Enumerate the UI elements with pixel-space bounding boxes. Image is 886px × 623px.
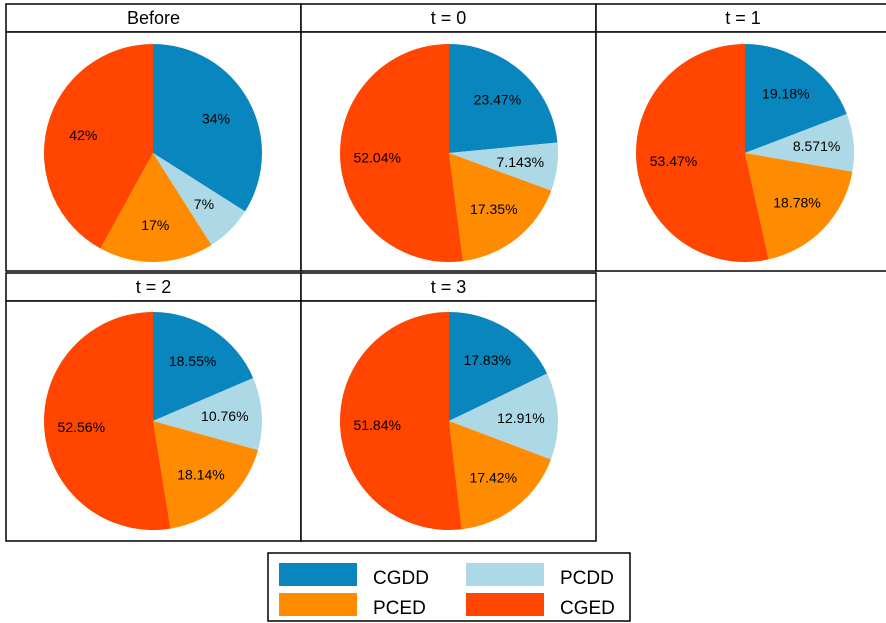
slice-value-label: 17%: [141, 217, 169, 233]
panel-title-box: [300, 272, 597, 302]
slice-value-label: 17.35%: [470, 201, 517, 217]
slice-value-label: 23.47%: [474, 92, 521, 108]
pie-slice-pcdd: [153, 153, 246, 246]
slice-value-label: 53.47%: [650, 153, 697, 169]
panel-title: t = 1: [725, 8, 761, 28]
pie-slice-pcdd: [449, 142, 559, 191]
panel-title-box: [5, 3, 302, 33]
pie-slice-pcdd: [153, 378, 263, 451]
slice-value-label: 18.14%: [177, 467, 224, 483]
slice-value-label: 17.42%: [470, 470, 517, 486]
slice-value-label: 17.83%: [463, 352, 510, 368]
legend-swatch-pced: [279, 593, 357, 616]
slice-value-label: 42%: [69, 127, 97, 143]
slice-value-label: 7.143%: [497, 154, 544, 170]
pie-slice-cgdd: [153, 312, 254, 421]
pie-slice-cged: [340, 44, 463, 262]
pie-slice-pced: [449, 421, 551, 530]
legend-label-cgdd: CGDD: [373, 568, 429, 589]
panel-title: t = 3: [431, 277, 467, 297]
slice-value-label: 52.04%: [353, 150, 400, 166]
panel-title: Before: [127, 8, 180, 28]
pie-panel-1: t = 0 23.47% 7.143% 17.35% 52.04%: [300, 3, 597, 272]
slice-value-label: 8.571%: [793, 138, 840, 154]
pie-slice-cged: [339, 312, 462, 530]
legend: CGDD PCDD PCED CGED: [267, 552, 631, 622]
pie-panel-3: t = 2 18.55% 10.76% 18.14% 52.56%: [5, 272, 302, 542]
panel-title: t = 2: [136, 277, 172, 297]
pie-slice-cgdd: [449, 44, 558, 153]
pie-slice-cgdd: [153, 44, 263, 212]
slice-value-label: 51.84%: [353, 417, 400, 433]
pie-slice-pced: [100, 153, 212, 263]
slice-value-label: 7%: [194, 196, 214, 212]
slice-value-label: 34%: [202, 110, 230, 126]
panel-title-box: [595, 3, 886, 33]
slice-value-label: 12.91%: [497, 410, 544, 426]
slice-value-label: 18.78%: [773, 195, 820, 211]
panel-title: t = 0: [431, 8, 467, 28]
pie-slice-cged: [43, 44, 153, 249]
legend-swatch-cged: [466, 593, 544, 616]
pie-slice-pced: [449, 153, 552, 262]
pie-slice-pcdd: [449, 373, 558, 460]
slice-value-label: 18.55%: [169, 353, 216, 369]
pie-panel-4: t = 3 17.83% 12.91% 17.42% 51.84%: [300, 272, 597, 542]
legend-swatch-pcdd: [466, 563, 544, 586]
slice-value-label: 19.18%: [762, 86, 809, 102]
pie-slice-cged: [635, 43, 769, 262]
legend-label-pced: PCED: [373, 598, 426, 619]
pie-slice-cgdd: [745, 44, 847, 153]
pie-slice-pced: [153, 421, 259, 529]
pie-panel-0: Before 34% 7% 17% 42%: [5, 3, 302, 272]
slice-value-label: 52.56%: [58, 419, 105, 435]
pie-panel-2: t = 1 19.18% 8.571% 18.78% 53.47%: [595, 3, 886, 272]
legend-swatch-cgdd: [279, 563, 357, 586]
slice-value-label: 10.76%: [201, 408, 248, 424]
legend-label-pcdd: PCDD: [560, 568, 614, 589]
pie-slice-cged: [44, 312, 171, 530]
legend-label-cged: CGED: [560, 598, 615, 619]
pie-slice-pced: [745, 153, 853, 260]
pie-slice-pcdd: [745, 114, 855, 172]
pie-slice-cgdd: [449, 312, 548, 421]
